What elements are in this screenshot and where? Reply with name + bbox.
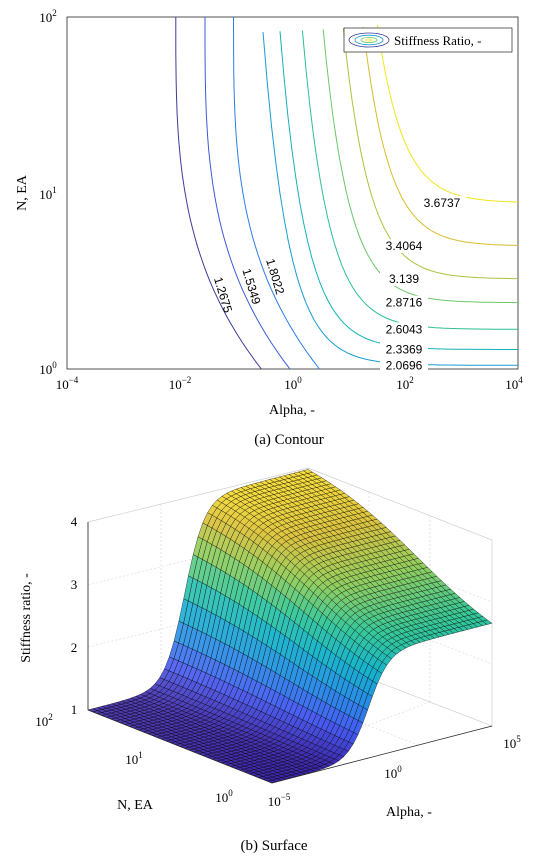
contour-label-background: [380, 342, 428, 357]
x-tick-label: 104: [505, 375, 523, 392]
n-axis-label: N, EA: [117, 798, 154, 813]
y-axis-label: N, EA: [15, 174, 30, 211]
y-tick-label: 100: [39, 360, 57, 377]
contour-line: [204, 17, 291, 370]
z-tick-label: 4: [71, 514, 78, 529]
contour-line: [362, 26, 519, 246]
contour-line: [175, 17, 262, 370]
contour-level-label: 2.3369: [386, 343, 423, 357]
n-axis: 102 101 100: [35, 709, 273, 805]
n-tick-label: 102: [35, 712, 53, 729]
caption-a: (a) Contour: [254, 432, 324, 448]
contour-label-background: [418, 195, 466, 210]
contour-level-label: 3.139: [389, 272, 419, 286]
contour-label-background: [380, 238, 428, 253]
contour-line: [233, 17, 320, 370]
contour-level-label: 3.6737: [424, 196, 461, 210]
surface-mesh: [87, 469, 493, 784]
alpha-tick-label: 105: [503, 734, 521, 751]
legend: Stiffness Ratio, -: [343, 27, 513, 53]
contour-level-label: 3.4064: [386, 239, 423, 253]
z-axis-label: Stiffness ratio, -: [19, 573, 34, 663]
z-axis: 1 2 3 4: [71, 514, 89, 717]
z-tick-label: 1: [71, 702, 78, 717]
y-tick-label: 101: [39, 185, 57, 202]
x-tick-label: 100: [284, 375, 302, 392]
surface-chart: 1 2 3 4 Stiffness ratio, - 102 101 100 N…: [19, 467, 521, 854]
contour-line: [376, 24, 518, 203]
x-axis-label: Alpha, -: [269, 403, 315, 418]
contour-line: [342, 28, 518, 280]
contour-chart: 1.2675 1.5349 1.80222.06962.33692.60432.87…: [15, 8, 523, 448]
x-tick-labels: 10−4 10−2 100 102 104: [56, 375, 524, 392]
x-tick-label: 10−4: [56, 375, 79, 392]
z-tick-label: 3: [71, 577, 78, 592]
n-tick-label: 101: [125, 750, 143, 767]
y-tick-labels: 100 101 102: [39, 8, 57, 377]
contour-plot-area: [66, 16, 519, 370]
x-tick-label: 102: [396, 375, 414, 392]
x-tick-label: 10−2: [169, 375, 192, 392]
legend-contour-icon: [348, 32, 390, 48]
z-tick-label: 2: [71, 640, 78, 655]
alpha-axis: 10−5 100 105: [268, 725, 521, 809]
contour-label-background: [380, 295, 428, 310]
contour-label-background: [380, 271, 428, 286]
surface-cell: [302, 469, 314, 474]
alpha-tick-label: 100: [384, 764, 402, 781]
legend-label: Stiffness Ratio, -: [394, 33, 482, 48]
contour-label-background: [380, 322, 428, 337]
contour-level-label: 2.8716: [386, 296, 423, 310]
contour-level-label: 2.6043: [386, 322, 423, 336]
alpha-axis-label: Alpha, -: [386, 805, 432, 820]
n-tick-label: 100: [215, 788, 233, 805]
caption-b: (b) Surface: [240, 838, 307, 854]
contour-level-label: 2.0696: [386, 358, 423, 372]
contour-label-background: [380, 358, 428, 373]
alpha-tick-label: 10−5: [268, 792, 291, 809]
y-tick-label: 102: [39, 8, 57, 25]
